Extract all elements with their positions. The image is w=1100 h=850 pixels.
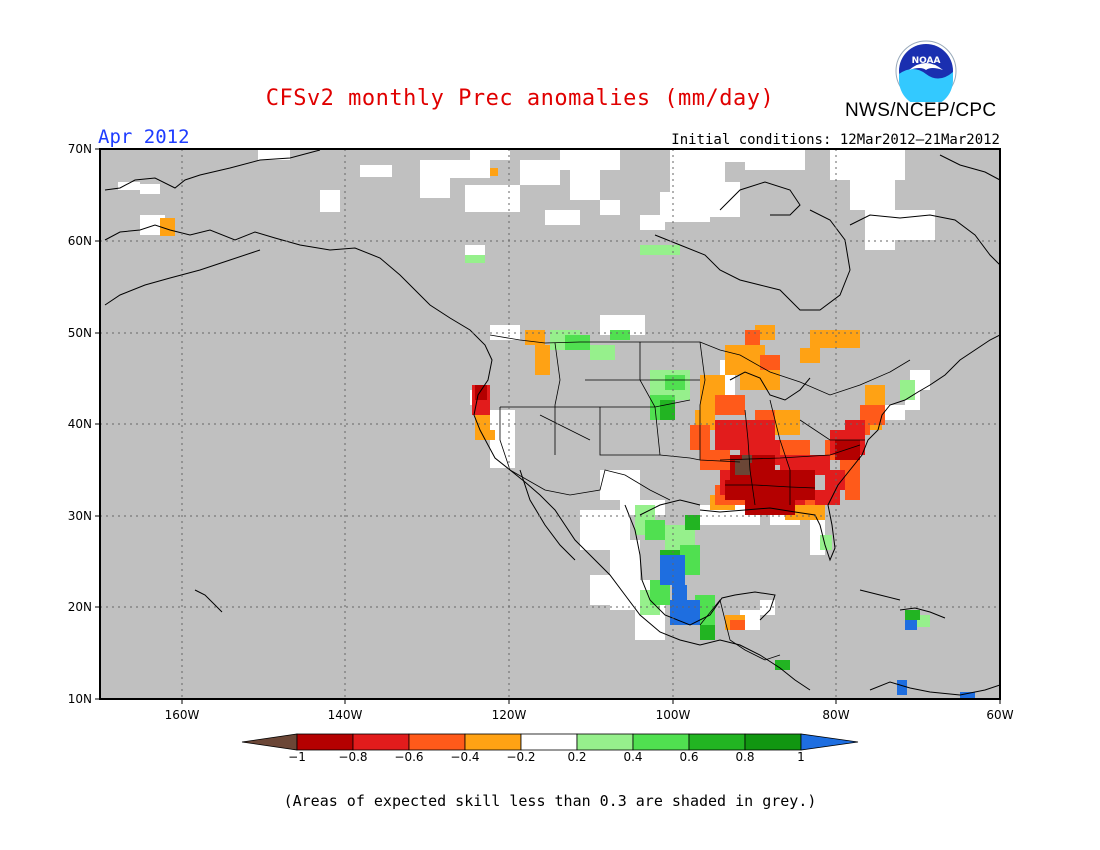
coastlines xyxy=(104,149,1000,696)
colorbar-swatch xyxy=(464,733,522,751)
colorbar-lower-arrow xyxy=(241,733,298,751)
lat-tick-label: 20N xyxy=(67,600,92,614)
colorbar-swatch xyxy=(576,733,634,751)
colorbar-upper-arrow xyxy=(800,733,859,751)
lon-tick-label: 60W xyxy=(986,708,1014,722)
colorbar-swatch xyxy=(520,733,578,751)
colorbar-tick-label: −1 xyxy=(288,750,306,764)
lon-tick-label: 80W xyxy=(822,708,850,722)
lat-tick-label: 30N xyxy=(67,509,92,523)
colorbar-swatch xyxy=(632,733,690,751)
colorbar-tick-label: 0.4 xyxy=(623,750,643,764)
colorbar-tick-label: 0.8 xyxy=(735,750,755,764)
colorbar-swatch xyxy=(688,733,746,751)
tick-marks xyxy=(95,148,1001,704)
colorbar-tick-label: 0.6 xyxy=(679,750,699,764)
lon-tick-label: 100W xyxy=(655,708,691,722)
colorbar-tick-label: −0.8 xyxy=(338,750,368,764)
colorbar-swatch xyxy=(296,733,354,751)
initial-conditions: Initial conditions: 12Mar2012–21Mar2012 xyxy=(671,132,1000,148)
logo-text: NOAA xyxy=(912,56,941,66)
political-borders xyxy=(489,334,911,661)
colorbar xyxy=(241,733,859,751)
lon-tick-label: 140W xyxy=(327,708,363,722)
colorbar-tick-label: 0.2 xyxy=(567,750,587,764)
colorbar-tick-label: 1 xyxy=(797,750,805,764)
lat-tick-label: 50N xyxy=(67,326,92,340)
colorbar-swatch xyxy=(352,733,410,751)
agency-label: NWS/NCEP/CPC xyxy=(845,100,997,121)
lon-tick-label: 120W xyxy=(491,708,527,722)
lat-tick-label: 10N xyxy=(67,692,92,706)
noaa-logo: NOAA xyxy=(895,40,957,102)
forecast-month: Apr 2012 xyxy=(98,126,190,148)
lat-tick-label: 70N xyxy=(67,142,92,156)
lat-tick-label: 40N xyxy=(67,417,92,431)
anomaly-field xyxy=(118,150,975,699)
skill-caption: (Areas of expected skill less than 0.3 a… xyxy=(283,792,817,810)
grid-lines xyxy=(100,149,1000,699)
colorbar-tick-label: −0.6 xyxy=(394,750,424,764)
lon-tick-label: 160W xyxy=(164,708,200,722)
colorbar-tick-label: −0.4 xyxy=(450,750,480,764)
colorbar-swatch xyxy=(408,733,466,751)
colorbar-tick-label: −0.2 xyxy=(506,750,536,764)
colorbar-swatch xyxy=(744,733,802,751)
lat-tick-label: 60N xyxy=(67,234,92,248)
chart-title: CFSv2 monthly Prec anomalies (mm/day) xyxy=(265,86,775,111)
